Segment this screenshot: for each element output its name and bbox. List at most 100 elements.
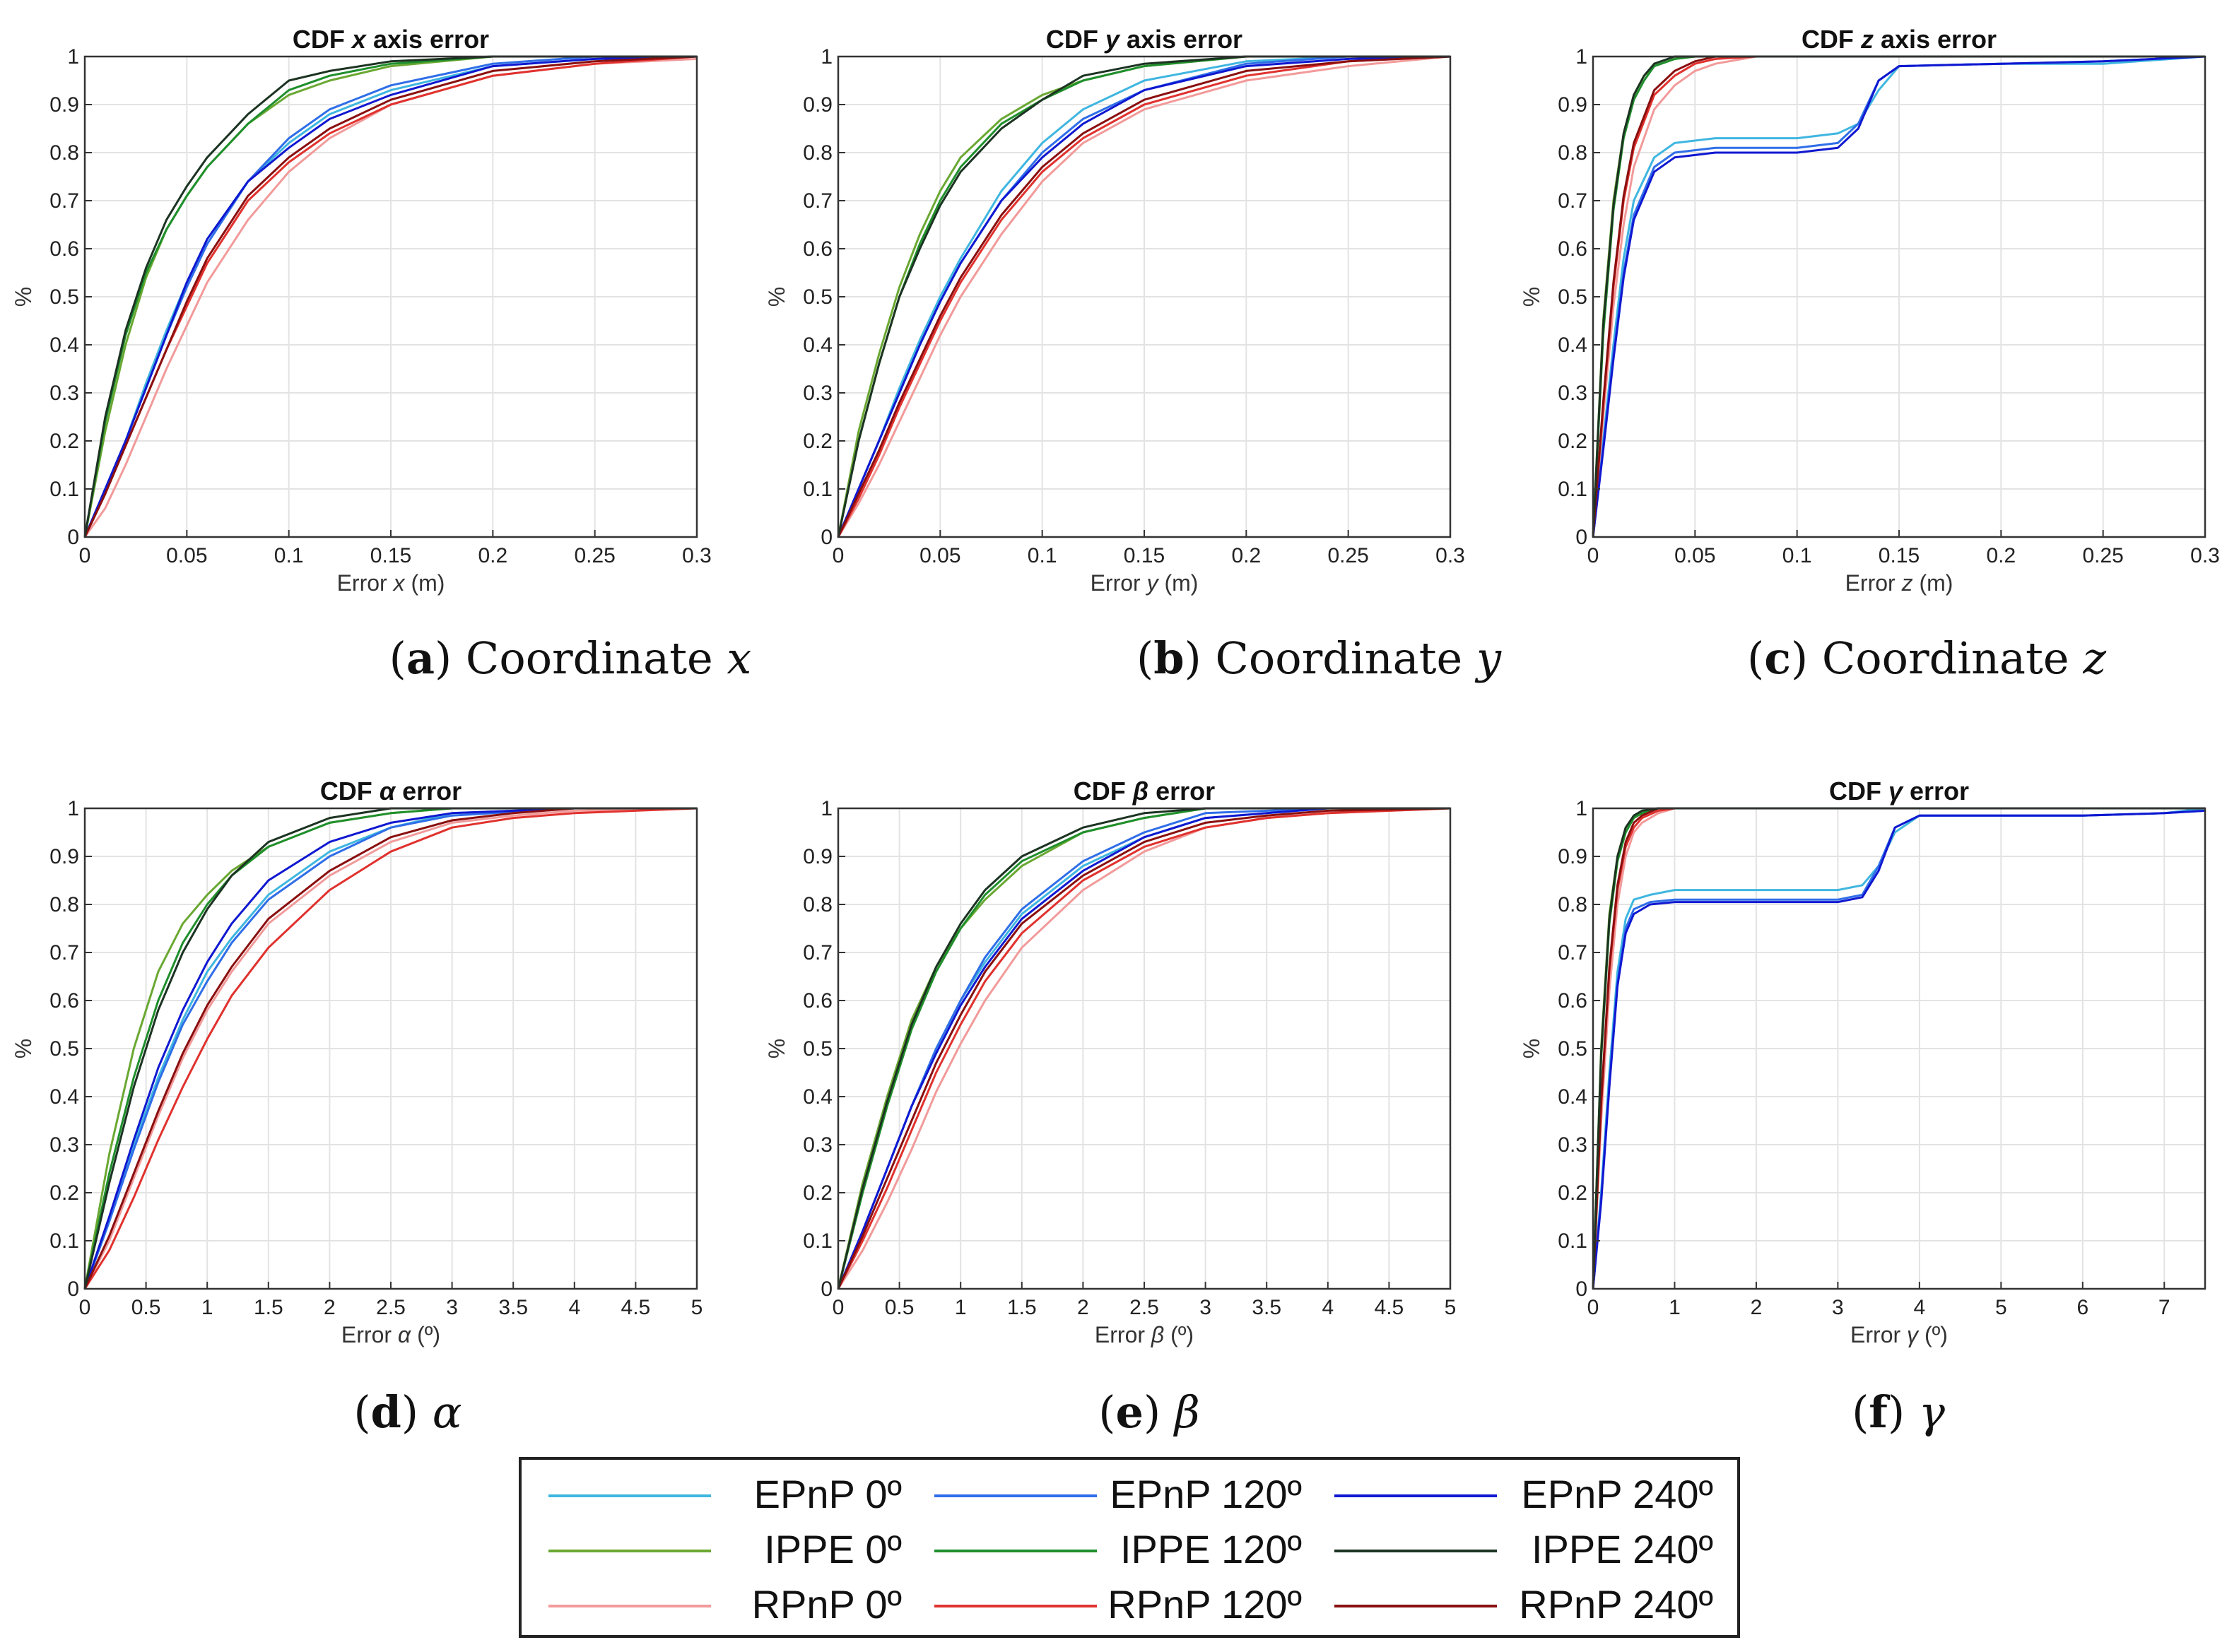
tick-labels: 0 0.5 1 1.5 2 2.5 3 3.5 4 4.5 5 0 0.1 0.2 0.3 0.4 0.5 0.6… — [803, 797, 1456, 1319]
y-tick-label: 0.2 — [803, 430, 833, 453]
y-tick-label: 0.9 — [1558, 93, 1587, 117]
series-group — [1592, 55, 2206, 538]
series-line-epnp-240 — [83, 55, 698, 538]
x-tick-label: 0.5 — [131, 1296, 161, 1319]
series-line-ippe-240 — [837, 807, 1450, 1290]
y-tick-label: 1 — [1575, 45, 1587, 69]
x-tick-label: 5 — [691, 1296, 703, 1319]
legend-item-ippe-0: IPPE 0º — [548, 1525, 902, 1574]
caption-a: (a) Coordinate x — [389, 632, 752, 684]
x-tick-label: 0.25 — [1327, 544, 1368, 567]
y-tick-label: 1 — [1575, 797, 1587, 820]
caption-d: (d) α — [353, 1386, 462, 1438]
y-tick-label: 0.9 — [49, 93, 79, 117]
caption-b: (b) Coordinate y — [1136, 632, 1501, 684]
x-tick-label: 2 — [324, 1296, 336, 1319]
y-tick-label: 0.7 — [49, 941, 79, 964]
x-tick-label: 0.15 — [370, 544, 411, 567]
y-tick-label: 0.1 — [1558, 478, 1587, 501]
x-tick-label: 4 — [1914, 1296, 1926, 1319]
y-axis-label: % — [764, 287, 789, 307]
legend-swatch-rpnp-120 — [934, 1605, 1097, 1607]
legend-item-epnp-120: EPnP 120º — [934, 1470, 1302, 1519]
series-line-epnp-240 — [1592, 55, 2206, 538]
legend-label-rpnp-0: RPnP 0º — [751, 1582, 902, 1627]
y-tick-label: 0 — [821, 1278, 833, 1301]
x-tick-label: 3.5 — [498, 1296, 528, 1319]
x-tick-label: 0 — [79, 1296, 91, 1319]
series-line-rpnp-120 — [83, 807, 698, 1290]
caption-e-symbol: β — [1174, 1386, 1200, 1438]
caption-e: (e) β — [1098, 1386, 1200, 1438]
y-tick-label: 0.4 — [803, 1085, 833, 1109]
legend-swatch-epnp-0 — [548, 1494, 711, 1497]
y-tick-label: 0.3 — [803, 382, 833, 405]
series-line-rpnp-120 — [837, 807, 1451, 1290]
x-tick-label: 0.2 — [1986, 544, 2016, 567]
tick-labels: 0 0.5 1 1.5 2 2.5 3 3.5 4 4.5 5 0 0.1 0.2 0.3 0.4 0.5 0.6… — [49, 797, 703, 1319]
series-line-ippe-120 — [83, 807, 697, 1290]
x-tick-label: 0.1 — [1028, 544, 1057, 567]
y-tick-label: 0.6 — [49, 237, 79, 261]
y-tick-label: 0.3 — [1558, 1133, 1587, 1157]
x-tick-label: 2 — [1751, 1296, 1763, 1319]
x-tick-label: 0.05 — [166, 544, 207, 567]
x-tick-label: 1 — [955, 1296, 967, 1319]
x-axis-label: Error y (m) — [1091, 570, 1199, 596]
x-axis-label: Error α (º) — [341, 1322, 440, 1347]
y-tick-label: 0.8 — [803, 893, 833, 916]
chart-3: 0 0.05 0.1 0.15 0.2 0.25 0.3 0 0.1 0.2 0.3 0.4 0.5 0.… — [1519, 25, 2220, 596]
series-line-epnp-240 — [1592, 809, 2206, 1290]
legend-swatch-rpnp-240 — [1334, 1605, 1497, 1607]
x-tick-label: 1.5 — [1007, 1296, 1037, 1319]
chart-6: 0 1 2 3 4 5 6 7 0 0.1 0.2 0.3 0.4 0.5 0.6 0.7 0.8 0.9 1 CDF… — [1519, 777, 2206, 1347]
series-line-rpnp-0 — [83, 807, 698, 1290]
series-line-ippe-240 — [83, 55, 697, 538]
y-tick-label: 0.2 — [49, 430, 79, 453]
x-tick-label: 4.5 — [621, 1296, 651, 1319]
series-line-rpnp-240 — [837, 55, 1451, 538]
series-line-epnp-240 — [83, 807, 697, 1290]
legend-swatch-epnp-120 — [934, 1494, 1097, 1497]
y-tick-label: 0 — [1575, 1278, 1587, 1301]
chart-1: 0 0.05 0.1 0.15 0.2 0.25 0.3 0 0.1 0.2 0.3 0.4 0.5 0.… — [11, 25, 712, 596]
caption-c: (c) Coordinate z — [1746, 632, 2106, 684]
y-tick-label: 0.9 — [803, 93, 833, 117]
y-tick-label: 0.5 — [803, 1037, 833, 1061]
series-line-rpnp-0 — [837, 55, 1451, 538]
chart-4: 0 0.5 1 1.5 2 2.5 3 3.5 4 4.5 5 0 0.1 0.2 0.3 0.4 0.5 0.6… — [11, 777, 703, 1347]
legend-swatch-ippe-240 — [1334, 1550, 1497, 1552]
series-group — [83, 55, 698, 538]
x-tick-label: 0.25 — [2082, 544, 2123, 567]
x-tick-label: 5 — [1995, 1296, 2007, 1319]
caption-b-text: Coordinate — [1215, 632, 1463, 684]
y-tick-label: 0 — [67, 526, 79, 549]
legend-label-epnp-0: EPnP 0º — [753, 1472, 902, 1516]
series-line-ippe-120 — [83, 55, 697, 538]
chart-title: CDF γ error — [1829, 777, 1969, 806]
caption-a-symbol: x — [727, 632, 752, 684]
series-group — [837, 55, 1451, 538]
y-tick-label: 0.7 — [1558, 189, 1587, 213]
x-tick-label: 1 — [201, 1296, 213, 1319]
caption-a-text: Coordinate — [465, 632, 713, 684]
x-tick-label: 0.2 — [478, 544, 507, 567]
y-tick-label: 0.8 — [803, 141, 833, 165]
caption-c-label: c — [1764, 632, 1791, 684]
x-tick-label: 0 — [833, 544, 845, 567]
caption-f: (f) γ — [1852, 1386, 1945, 1438]
chart-title: CDF x axis error — [293, 25, 489, 54]
y-tick-label: 0.5 — [49, 285, 79, 309]
x-tick-label: 7 — [2158, 1296, 2170, 1319]
y-tick-label: 0.3 — [49, 382, 79, 405]
x-tick-label: 0.15 — [1124, 544, 1165, 567]
tick-labels: 0 0.05 0.1 0.15 0.2 0.25 0.3 0 0.1 0.2 0.3 0.4 0.5 0.… — [1558, 45, 2220, 567]
y-tick-label: 0.7 — [803, 941, 833, 964]
x-axis-label: Error β (º) — [1095, 1322, 1194, 1347]
chart-title: CDF α error — [320, 777, 462, 806]
legend-item-ippe-240: IPPE 240º — [1334, 1525, 1713, 1574]
x-tick-label: 5 — [1445, 1296, 1457, 1319]
x-tick-label: 1 — [1669, 1296, 1681, 1319]
y-tick-label: 0.5 — [803, 285, 833, 309]
y-tick-label: 0.8 — [49, 893, 79, 916]
